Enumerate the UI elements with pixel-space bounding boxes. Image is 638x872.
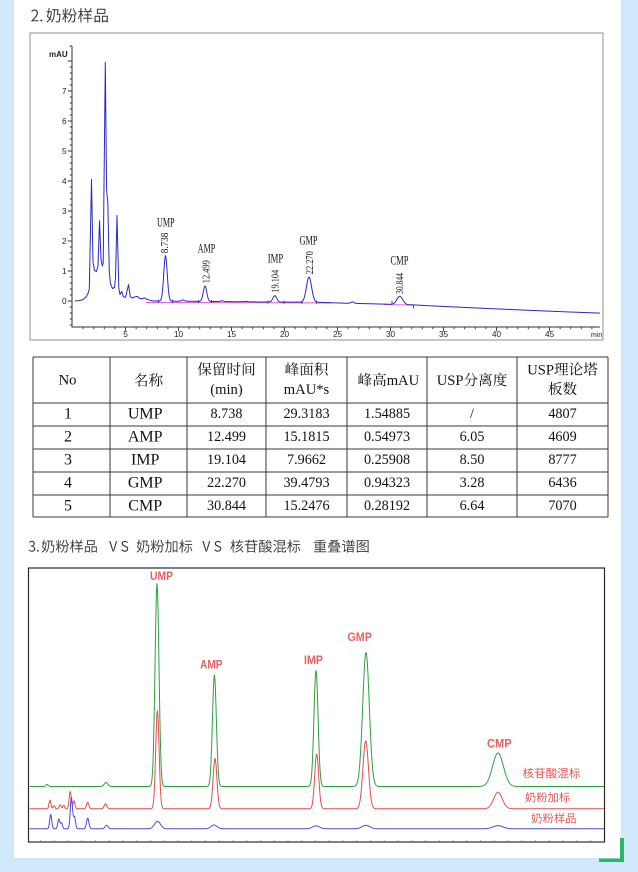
svg-text:8.738: 8.738 — [160, 233, 171, 254]
svg-text:1: 1 — [62, 267, 67, 276]
svg-text:8.738: 8.738 — [211, 406, 243, 422]
svg-text:mAU: mAU — [387, 373, 420, 389]
svg-text:22.270: 22.270 — [305, 251, 316, 274]
svg-text:(min): (min) — [210, 382, 243, 398]
svg-text:6.64: 6.64 — [460, 498, 485, 514]
svg-text:No: No — [59, 373, 77, 389]
svg-text:IMP: IMP — [131, 452, 160, 469]
svg-text:29.3183: 29.3183 — [283, 406, 329, 422]
svg-text:4: 4 — [62, 177, 67, 186]
svg-text:30: 30 — [386, 330, 396, 339]
svg-text:GMP: GMP — [300, 233, 318, 248]
svg-text:0.28192: 0.28192 — [364, 498, 410, 514]
svg-text:USP: USP — [527, 363, 554, 379]
svg-text:GMP: GMP — [128, 475, 163, 492]
svg-text:AMP: AMP — [198, 241, 216, 256]
svg-text:1: 1 — [64, 406, 72, 423]
svg-text:mAU*s: mAU*s — [284, 382, 330, 398]
svg-text:15: 15 — [227, 330, 237, 339]
svg-text:35: 35 — [439, 330, 449, 339]
svg-text:45: 45 — [545, 330, 555, 339]
svg-text:2: 2 — [62, 237, 67, 246]
svg-text:12.499: 12.499 — [201, 260, 212, 283]
svg-text:3: 3 — [64, 452, 72, 469]
svg-text:2: 2 — [64, 429, 72, 446]
svg-text:AMP: AMP — [128, 429, 163, 446]
svg-text:6436: 6436 — [548, 475, 576, 491]
svg-text:6.05: 6.05 — [460, 429, 485, 445]
svg-text:4609: 4609 — [548, 429, 576, 445]
svg-text:19.104: 19.104 — [271, 269, 282, 293]
svg-text:25: 25 — [333, 330, 343, 339]
svg-text:IMP: IMP — [304, 655, 323, 667]
svg-text:30.844: 30.844 — [207, 498, 246, 514]
svg-text:39.4793: 39.4793 — [283, 475, 329, 491]
svg-text:15.1815: 15.1815 — [283, 429, 329, 445]
svg-text:USP: USP — [437, 373, 464, 389]
svg-text:15.2476: 15.2476 — [283, 498, 329, 514]
svg-text:CMP: CMP — [487, 738, 512, 750]
svg-text:CMP: CMP — [391, 253, 409, 268]
svg-text:22.270: 22.270 — [207, 475, 246, 491]
svg-text:IMP: IMP — [268, 251, 284, 266]
svg-text:UMP: UMP — [157, 215, 175, 230]
svg-text:mAU: mAU — [49, 50, 68, 59]
svg-text:GMP: GMP — [347, 632, 372, 644]
svg-text:1.54885: 1.54885 — [364, 406, 410, 422]
svg-text:4807: 4807 — [548, 406, 576, 422]
svg-text:UMP: UMP — [128, 406, 163, 423]
svg-text:12.499: 12.499 — [207, 429, 246, 445]
svg-text:7.9662: 7.9662 — [287, 452, 326, 468]
svg-text:10: 10 — [174, 330, 184, 339]
svg-text:19.104: 19.104 — [207, 452, 246, 468]
svg-text:UMP: UMP — [150, 571, 173, 583]
svg-text:5: 5 — [62, 147, 67, 156]
svg-text:4: 4 — [64, 475, 72, 492]
svg-text:3: 3 — [62, 207, 67, 216]
svg-text:min: min — [591, 332, 602, 339]
svg-text:8777: 8777 — [548, 452, 576, 468]
svg-text:20: 20 — [280, 330, 290, 339]
svg-text:8.50: 8.50 — [460, 452, 485, 468]
svg-text:/: / — [470, 406, 474, 422]
svg-text:0.25908: 0.25908 — [364, 452, 410, 468]
svg-text:40: 40 — [492, 330, 502, 339]
svg-text:CMP: CMP — [128, 498, 162, 515]
svg-text:AMP: AMP — [200, 659, 223, 671]
svg-text:0.94323: 0.94323 — [364, 475, 410, 491]
svg-text:7: 7 — [62, 87, 67, 96]
svg-text:6: 6 — [62, 117, 67, 126]
svg-text:5: 5 — [64, 498, 72, 515]
svg-text:7070: 7070 — [548, 498, 576, 514]
svg-text:5: 5 — [123, 330, 128, 339]
svg-text:0: 0 — [62, 297, 67, 306]
svg-text:30.844: 30.844 — [395, 272, 406, 294]
svg-text:3.28: 3.28 — [460, 475, 485, 491]
svg-text:0.54973: 0.54973 — [364, 429, 410, 445]
